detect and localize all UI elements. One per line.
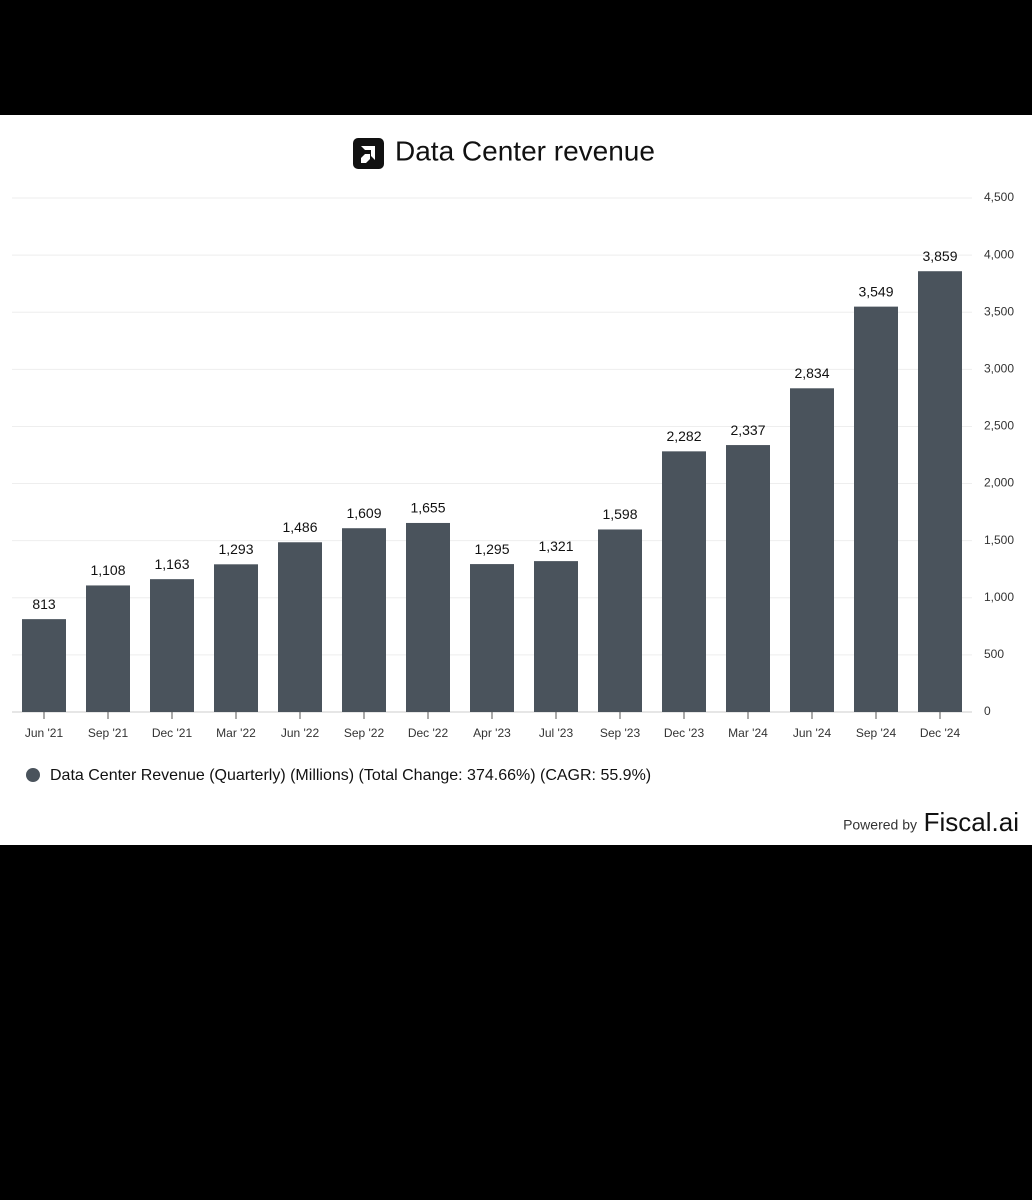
bar	[598, 529, 642, 712]
x-tick-label: Mar '22	[216, 726, 256, 740]
value-label: 3,549	[858, 283, 893, 299]
logo	[353, 138, 384, 169]
value-label: 1,609	[346, 505, 381, 521]
value-label: 1,295	[474, 541, 509, 557]
footer-brand: Fiscal.ai	[924, 807, 1019, 837]
y-tick-label: 4,500	[984, 190, 1014, 204]
value-label: 813	[32, 596, 56, 612]
bar	[470, 564, 514, 712]
bar	[406, 522, 450, 712]
value-label: 1,486	[282, 519, 317, 535]
x-tick-label: Sep '24	[856, 726, 897, 740]
value-label: 2,834	[794, 365, 829, 381]
value-label: 1,321	[538, 538, 573, 554]
x-tick-label: Apr '23	[473, 726, 511, 740]
value-label: 2,337	[730, 422, 765, 438]
y-tick-label: 500	[984, 647, 1004, 661]
x-tick-label: Dec '22	[408, 726, 449, 740]
legend-label: Data Center Revenue (Quarterly) (Million…	[50, 767, 651, 784]
value-label: 1,598	[602, 506, 637, 522]
footer-prefix: Powered by	[843, 817, 917, 833]
bar	[214, 564, 258, 712]
x-tick-label: Sep '22	[344, 726, 385, 740]
value-label: 3,859	[922, 248, 957, 264]
y-tick-label: 1,500	[984, 533, 1014, 547]
x-tick-label: Dec '21	[152, 726, 193, 740]
value-label: 1,163	[154, 556, 189, 572]
x-tick-label: Jun '21	[25, 726, 64, 740]
chart-title: Data Center revenue	[395, 135, 655, 166]
y-tick-label: 2,500	[984, 419, 1014, 433]
x-tick-label: Sep '21	[88, 726, 129, 740]
y-tick-label: 3,500	[984, 304, 1014, 318]
bar	[342, 528, 386, 712]
x-tick-label: Jul '23	[539, 726, 574, 740]
y-tick-label: 2,000	[984, 476, 1014, 490]
bar	[150, 579, 194, 712]
bar	[918, 271, 962, 712]
x-tick-label: Mar '24	[728, 726, 768, 740]
bar	[86, 585, 130, 712]
legend-swatch	[26, 768, 40, 782]
bar	[726, 445, 770, 712]
value-label: 1,293	[218, 541, 253, 557]
value-label: 1,108	[90, 562, 125, 578]
x-tick-label: Sep '23	[600, 726, 641, 740]
value-label: 2,282	[666, 428, 701, 444]
y-tick-label: 1,000	[984, 590, 1014, 604]
bar	[22, 619, 66, 712]
value-label: 1,655	[410, 500, 445, 516]
bar	[662, 451, 706, 712]
bar	[790, 388, 834, 712]
x-tick-label: Dec '24	[920, 726, 961, 740]
y-tick-label: 0	[984, 704, 991, 718]
bar	[534, 561, 578, 712]
bar	[854, 306, 898, 712]
y-tick-label: 3,000	[984, 362, 1014, 376]
bar	[278, 542, 322, 712]
x-tick-label: Jun '24	[793, 726, 832, 740]
x-tick-label: Jun '22	[281, 726, 320, 740]
y-tick-label: 4,000	[984, 247, 1014, 261]
x-tick-label: Dec '23	[664, 726, 705, 740]
